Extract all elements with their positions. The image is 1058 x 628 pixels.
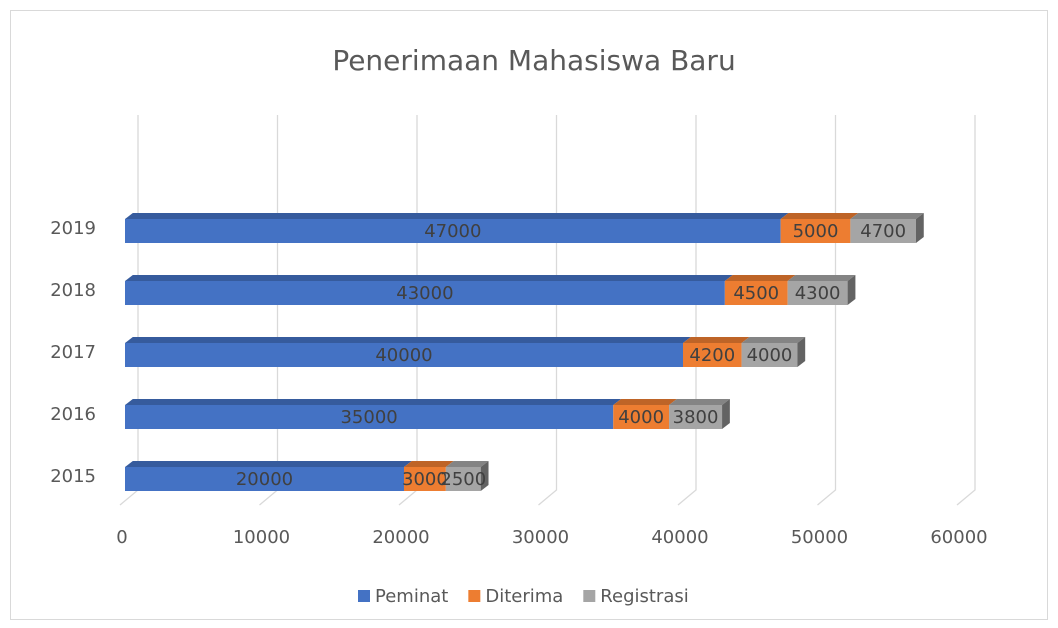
x-tick-label: 20000 — [372, 527, 429, 548]
bar-face — [683, 337, 750, 343]
bar — [125, 275, 733, 305]
bar — [404, 461, 454, 491]
data-label: 4300 — [795, 283, 841, 304]
x-tick-label: 30000 — [512, 527, 569, 548]
legend-swatch — [583, 590, 596, 602]
bar-face — [850, 219, 916, 243]
bar-face — [741, 337, 806, 343]
data-label: 4700 — [860, 221, 906, 242]
data-label: 4000 — [747, 345, 793, 366]
bar-face — [797, 337, 806, 367]
bar — [125, 213, 789, 243]
y-tick-label: 2019 — [50, 218, 96, 239]
bar-face — [125, 219, 781, 243]
x-tick-label: 40000 — [651, 527, 708, 548]
grid-line — [956, 115, 976, 506]
bar-face — [125, 275, 733, 281]
x-tick-label: 0 — [116, 527, 127, 548]
x-tick-label: 10000 — [233, 527, 290, 548]
bar-face — [125, 461, 412, 467]
bar — [787, 275, 856, 305]
bar-face — [722, 399, 730, 429]
bar-face — [787, 275, 856, 281]
bar — [669, 399, 730, 429]
y-tick-label: 2016 — [50, 404, 96, 425]
bar-face — [480, 461, 489, 491]
bar — [724, 275, 796, 305]
bar-face — [847, 275, 856, 305]
data-label: 3800 — [673, 407, 719, 428]
bar-face — [669, 405, 723, 429]
bar-face — [125, 405, 614, 429]
y-tick-label: 2017 — [50, 342, 96, 363]
x-tick-label: 50000 — [791, 527, 848, 548]
bar-face — [125, 467, 404, 491]
y-tick-label: 2018 — [50, 280, 96, 301]
data-label: 4000 — [618, 407, 664, 428]
bar — [741, 337, 806, 367]
bar-face — [125, 343, 683, 367]
x-tick-label: 60000 — [930, 527, 987, 548]
bar-face — [125, 281, 725, 305]
bar-face — [613, 399, 677, 405]
bar-face — [850, 213, 924, 219]
data-label: 47000 — [424, 221, 481, 242]
bar-face — [741, 343, 798, 367]
bar — [445, 461, 489, 491]
data-label: 3000 — [402, 469, 448, 490]
legend-swatch — [358, 590, 370, 602]
data-label: 35000 — [340, 407, 397, 428]
bar — [850, 213, 924, 243]
data-label: 4500 — [733, 283, 779, 304]
chart-title: Penerimaan Mahasiswa Baru — [332, 44, 735, 77]
bar-face — [125, 213, 789, 219]
bar-face — [683, 343, 742, 367]
bar-face — [915, 213, 924, 243]
bar-face — [125, 399, 622, 405]
bar — [613, 399, 677, 429]
bar — [683, 337, 750, 367]
legend-label: Peminat — [375, 586, 448, 607]
bar-face — [780, 213, 859, 219]
chart-border — [10, 10, 1048, 620]
bar-face — [669, 399, 730, 405]
data-label: 40000 — [375, 345, 432, 366]
bar — [125, 461, 412, 491]
bar-face — [787, 281, 848, 305]
legend-label: Diterima — [485, 586, 563, 607]
bar-face — [724, 281, 788, 305]
bar-face — [445, 461, 489, 467]
bar — [125, 337, 691, 367]
data-label: 4200 — [689, 345, 735, 366]
bar — [125, 399, 622, 429]
bar-face — [445, 467, 481, 491]
bar-face — [724, 275, 796, 281]
bar — [780, 213, 859, 243]
data-label: 43000 — [396, 283, 453, 304]
data-label: 5000 — [793, 221, 839, 242]
bar-face — [613, 405, 670, 429]
legend-label: Registrasi — [600, 586, 688, 607]
data-label: 2500 — [440, 469, 486, 490]
data-label: 20000 — [236, 469, 293, 490]
bar-face — [404, 461, 454, 467]
legend-swatch — [468, 590, 481, 602]
bar-face — [125, 337, 691, 343]
bar-face — [404, 467, 446, 491]
bar-face — [780, 219, 851, 243]
y-tick-label: 2015 — [50, 466, 96, 487]
